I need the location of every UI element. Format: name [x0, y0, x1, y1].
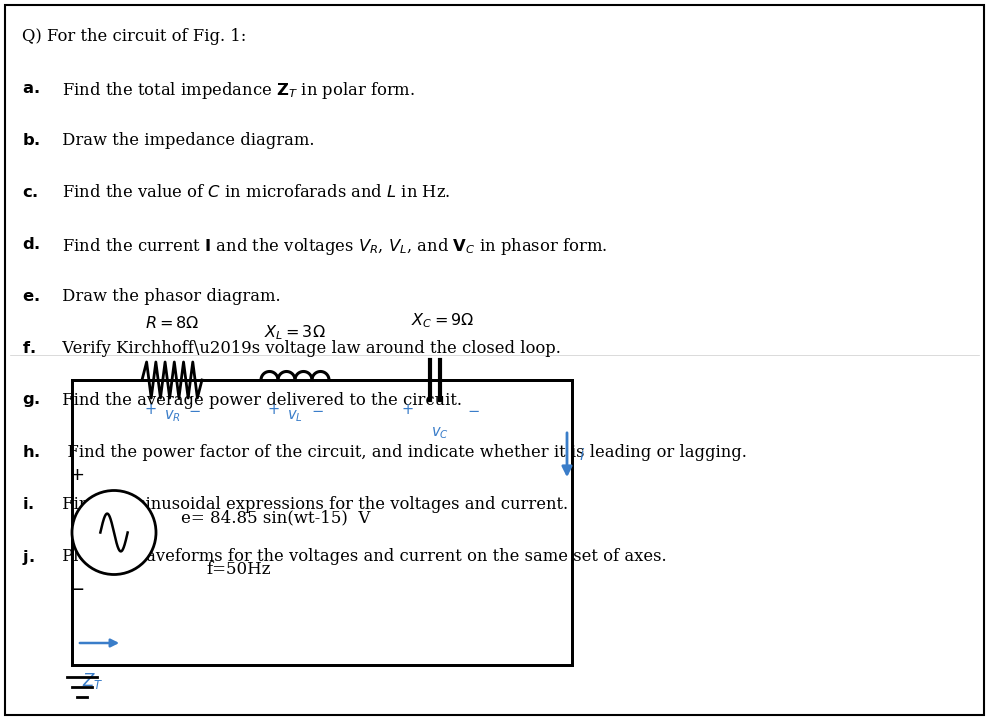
Text: $R = 8\Omega$: $R = 8\Omega$ [144, 315, 199, 332]
Text: Plot the waveforms for the voltages and current on the same set of axes.: Plot the waveforms for the voltages and … [57, 548, 667, 565]
Text: $X_L = 3\Omega$: $X_L = 3\Omega$ [264, 323, 326, 341]
Text: Find the value of $C$ in microfarads and $L$ in Hz.: Find the value of $C$ in microfarads and… [57, 184, 450, 201]
Text: $\mathbf{c.}$: $\mathbf{c.}$ [22, 184, 39, 201]
Text: $v_L$: $v_L$ [287, 408, 303, 423]
Text: f=50Hz: f=50Hz [206, 561, 271, 578]
Text: $X_C = 9\Omega$: $X_C = 9\Omega$ [411, 311, 475, 330]
Text: Draw the impedance diagram.: Draw the impedance diagram. [57, 132, 315, 149]
Circle shape [72, 490, 156, 575]
Text: $\mathbf{j.}$: $\mathbf{j.}$ [22, 548, 35, 567]
Text: e= 84.85 sin(wt-15)  V: e= 84.85 sin(wt-15) V [181, 509, 370, 526]
Text: $+$: $+$ [143, 402, 156, 417]
Text: $-$: $-$ [188, 402, 201, 417]
Text: $-$: $-$ [467, 402, 480, 417]
Text: $\mathbf{a.}$: $\mathbf{a.}$ [22, 80, 40, 97]
Text: −: − [69, 580, 85, 599]
Text: $+$: $+$ [401, 402, 413, 417]
Text: $\mathbf{g.}$: $\mathbf{g.}$ [22, 392, 41, 409]
Text: $v_R$: $v_R$ [163, 408, 180, 423]
Text: Find the power factor of the circuit, and indicate whether it is leading or lagg: Find the power factor of the circuit, an… [57, 444, 747, 461]
Text: Verify Kirchhoff\u2019s voltage law around the closed loop.: Verify Kirchhoff\u2019s voltage law arou… [57, 340, 561, 357]
Text: $\mathbf{b.}$: $\mathbf{b.}$ [22, 132, 41, 149]
Text: $-$: $-$ [311, 402, 323, 417]
Text: $\mathbf{i.}$: $\mathbf{i.}$ [22, 496, 34, 513]
Text: $\mathbf{e.}$: $\mathbf{e.}$ [22, 288, 40, 305]
Text: $Z_T$: $Z_T$ [82, 671, 104, 691]
Text: $\mathbf{h.}$: $\mathbf{h.}$ [22, 444, 41, 461]
Text: Draw the phasor diagram.: Draw the phasor diagram. [57, 288, 281, 305]
Text: $i$: $i$ [579, 447, 585, 463]
Text: Q) For the circuit of Fig. 1:: Q) For the circuit of Fig. 1: [22, 28, 246, 45]
Text: $v_C$: $v_C$ [431, 425, 449, 441]
Text: Find the average power delivered to the circuit.: Find the average power delivered to the … [57, 392, 462, 409]
Text: Find the current $\mathbf{I}$ and the voltages $V_R$, $V_L$, and $\mathbf{V}_C$ : Find the current $\mathbf{I}$ and the vo… [57, 236, 607, 257]
Text: Find the total impedance $\mathbf{Z}_T$ in polar form.: Find the total impedance $\mathbf{Z}_T$ … [57, 80, 415, 101]
Text: $\mathbf{d.}$: $\mathbf{d.}$ [22, 236, 41, 253]
Text: Find the sinusoidal expressions for the voltages and current.: Find the sinusoidal expressions for the … [57, 496, 568, 513]
Text: $\mathbf{f.}$: $\mathbf{f.}$ [22, 340, 36, 357]
Text: +: + [69, 467, 84, 485]
Text: $+$: $+$ [267, 402, 279, 417]
Bar [72, 380, 572, 665]
